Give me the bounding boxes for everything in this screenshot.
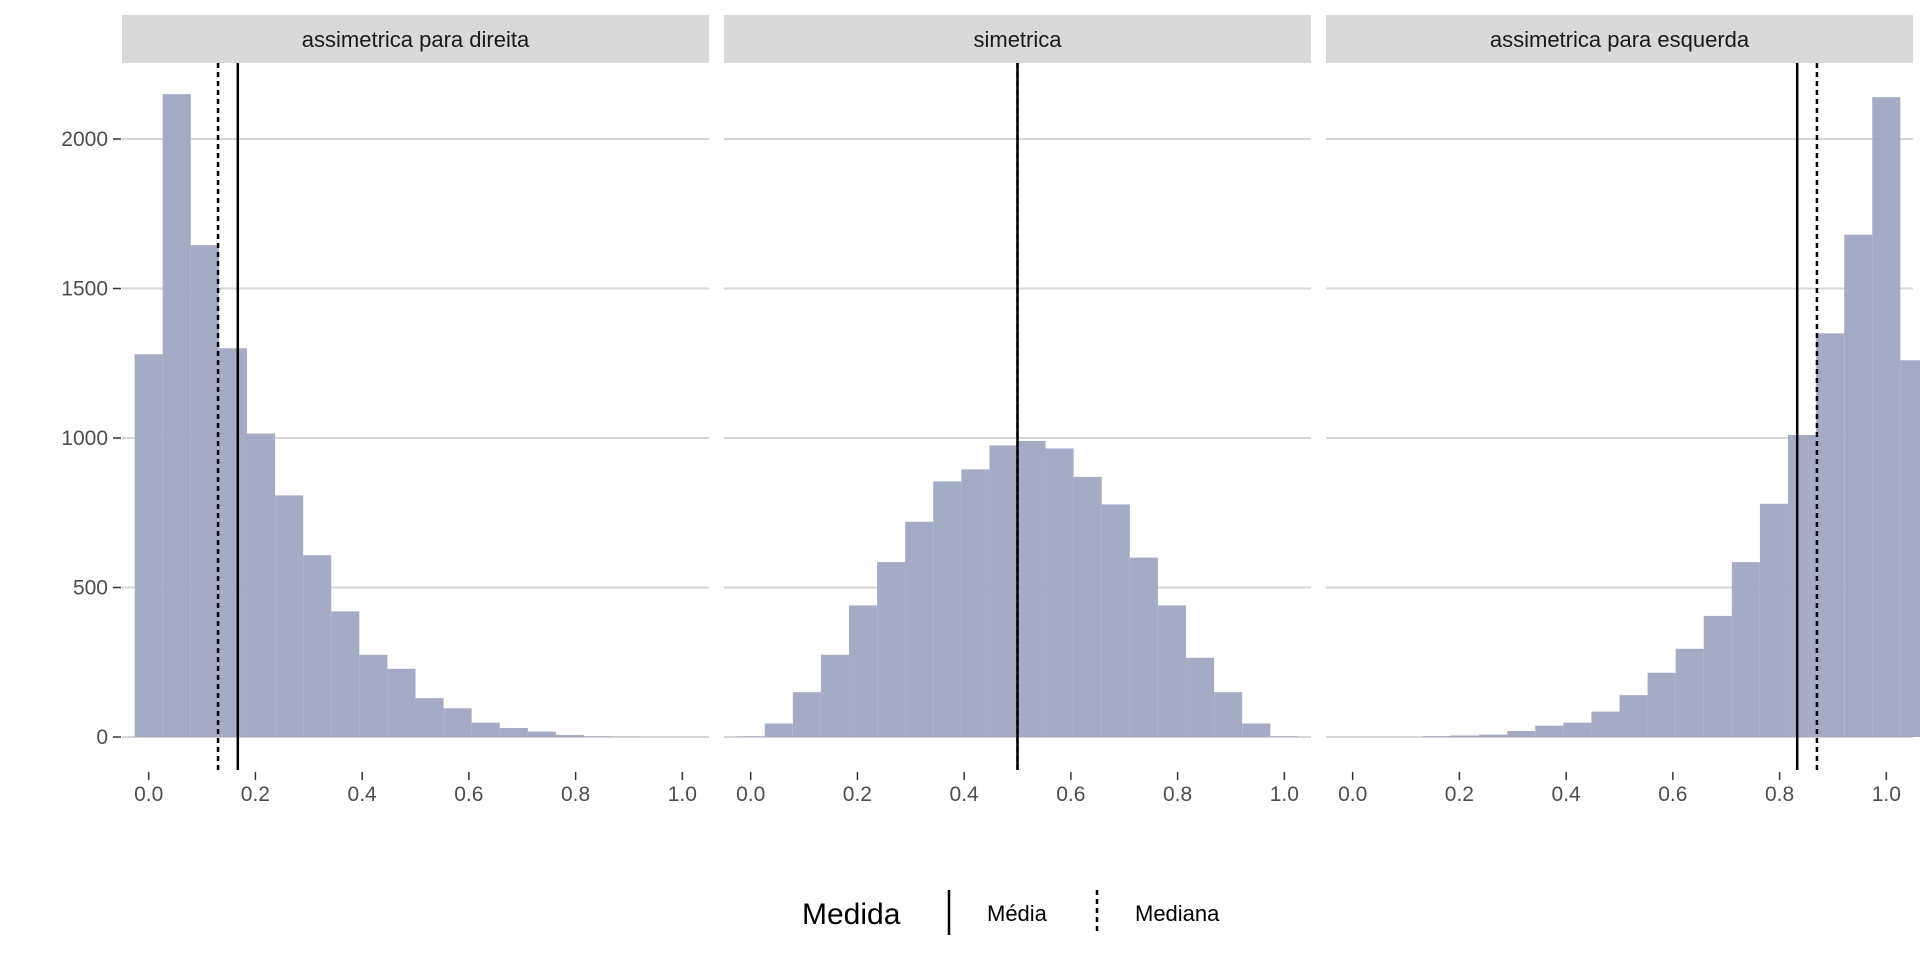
histogram-bar xyxy=(555,734,585,737)
facet-strip-label: assimetrica para direita xyxy=(302,27,530,52)
histogram-bar xyxy=(275,495,304,737)
histogram-bar xyxy=(989,445,1018,737)
histogram-bar xyxy=(1157,605,1187,737)
histogram-bar xyxy=(499,728,528,737)
histogram-bar xyxy=(1675,648,1704,737)
histogram-bar xyxy=(961,469,990,737)
x-tick-label-0.8: 0.8 xyxy=(561,783,590,806)
facet-strip xyxy=(724,15,1311,63)
histogram-bar xyxy=(1703,615,1732,737)
histogram-bar xyxy=(1507,731,1536,737)
x-tick-label-1.0: 1.0 xyxy=(1270,783,1299,806)
histogram-bar xyxy=(877,562,906,737)
histogram-bar xyxy=(190,245,219,737)
facet-panels: assimetrica para direita 0.0 0.2 0.4 0.6 0.8 1… xyxy=(122,15,1920,806)
histogram-bar xyxy=(736,736,765,737)
histogram-bar xyxy=(162,94,191,737)
facet-strip xyxy=(122,15,709,63)
histogram-bar xyxy=(905,521,934,737)
histogram-bar xyxy=(792,692,821,737)
histogram-bar xyxy=(1619,695,1648,737)
histogram-bar xyxy=(1844,234,1873,737)
histogram-bar xyxy=(1214,692,1243,737)
histogram-bar xyxy=(1788,435,1817,737)
y-tick-label-0: 0 xyxy=(96,726,108,749)
facet-strip-label: assimetrica para esquerda xyxy=(1490,27,1750,52)
histogram-bar xyxy=(1422,736,1451,737)
histogram-bar xyxy=(246,433,276,737)
histogram-bar xyxy=(933,481,962,737)
histogram-bar xyxy=(1731,562,1760,737)
histogram-bar xyxy=(1101,504,1130,737)
histogram-bar xyxy=(134,354,163,737)
histogram-bar xyxy=(820,654,849,737)
histogram-bar xyxy=(1591,711,1620,737)
histogram-bar xyxy=(1900,360,1920,737)
facet-strip xyxy=(1326,15,1913,63)
x-tick-label-0.6: 0.6 xyxy=(1056,783,1085,806)
x-tick-label-0.2: 0.2 xyxy=(843,783,872,806)
x-tick-label-1.0: 1.0 xyxy=(1872,783,1901,806)
histogram-bar xyxy=(1872,97,1901,737)
legend-label-media: Média xyxy=(987,901,1048,926)
x-tick-label-0.4: 0.4 xyxy=(348,783,378,806)
x-tick-label-0.6: 0.6 xyxy=(1658,783,1687,806)
histogram-bar xyxy=(471,722,500,737)
histogram-bar xyxy=(218,348,247,737)
histogram-bar xyxy=(848,605,878,737)
histogram-bar xyxy=(1450,735,1480,737)
histogram-bar xyxy=(764,723,793,737)
y-tick-label-1500: 1500 xyxy=(61,278,108,301)
x-tick-label-0.0: 0.0 xyxy=(736,783,765,806)
facet-panel-3: assimetrica para esquerda 0.0 0.2 0.4 0.6 0.8… xyxy=(1326,15,1920,806)
facet-panel-1: assimetrica para direita 0.0 0.2 0.4 0.6 0.8 1… xyxy=(122,15,709,806)
histogram-bar xyxy=(1759,503,1789,737)
histogram-bar xyxy=(1242,723,1271,737)
histogram-bar xyxy=(1479,734,1508,737)
x-tick-label-0.2: 0.2 xyxy=(1445,783,1474,806)
histogram-bar xyxy=(1535,725,1564,737)
histogram-bar xyxy=(415,698,444,737)
x-tick-label-0.8: 0.8 xyxy=(1765,783,1794,806)
y-tick-label-1000: 1000 xyxy=(61,427,108,450)
histogram-bar xyxy=(584,736,613,737)
histogram-bar xyxy=(1129,557,1158,737)
facet-strip-label: simetrica xyxy=(973,27,1062,52)
histogram-bar xyxy=(387,668,416,737)
histogram-bar xyxy=(303,555,332,737)
x-tick-label-0.0: 0.0 xyxy=(1338,783,1367,806)
histogram-bar xyxy=(1563,722,1592,737)
histogram-bar xyxy=(527,731,556,737)
y-axis: 0 500 1000 1500 2000 xyxy=(61,128,121,749)
histogram-bar xyxy=(1816,333,1845,737)
histogram-bar xyxy=(1017,440,1046,737)
x-tick-label-0.4: 0.4 xyxy=(1552,783,1582,806)
histogram-bar xyxy=(359,654,388,737)
x-tick-label-0.0: 0.0 xyxy=(134,783,163,806)
y-tick-label-500: 500 xyxy=(73,577,108,600)
histogram-bar xyxy=(331,611,360,737)
histogram-bar xyxy=(1045,448,1074,737)
x-tick-label-1.0: 1.0 xyxy=(668,783,697,806)
x-tick-label-0.4: 0.4 xyxy=(950,783,980,806)
legend-title: Medida xyxy=(802,898,901,931)
histogram-bar xyxy=(1186,657,1215,737)
histogram-bar xyxy=(443,708,472,737)
x-tick-label-0.8: 0.8 xyxy=(1163,783,1192,806)
x-tick-label-0.2: 0.2 xyxy=(241,783,270,806)
legend-label-mediana: Mediana xyxy=(1135,901,1220,926)
histogram-bar xyxy=(1647,672,1676,737)
histogram-bar xyxy=(1270,736,1299,737)
x-tick-label-0.6: 0.6 xyxy=(454,783,483,806)
histogram-bar xyxy=(1073,476,1102,737)
legend: Medida Média Mediana xyxy=(802,890,1220,935)
y-tick-label-2000: 2000 xyxy=(61,128,108,151)
facet-panel-2: simetrica 0.0 0.2 0.4 0.6 0.8 1.0 xyxy=(724,15,1311,806)
